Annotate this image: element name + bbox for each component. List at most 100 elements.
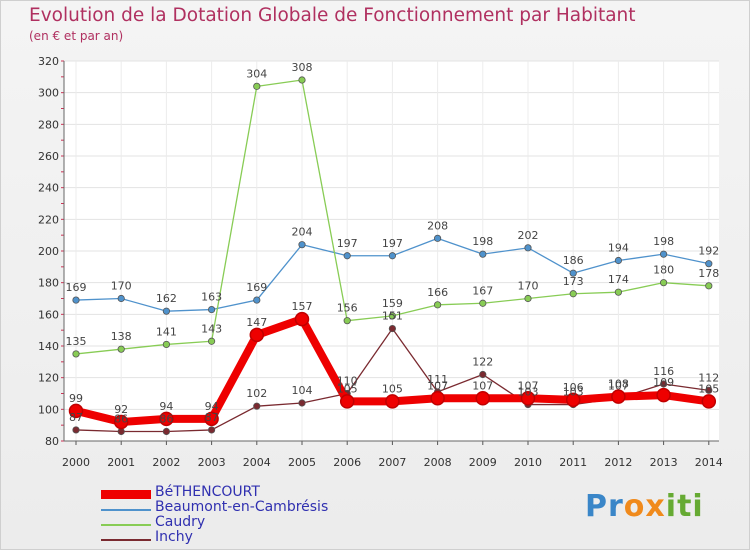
x-tick-label: 2008 — [424, 456, 452, 469]
data-label: 107 — [518, 379, 539, 392]
data-point — [208, 337, 216, 345]
data-label: 198 — [472, 235, 493, 248]
data-point — [162, 427, 170, 436]
data-point — [520, 391, 536, 406]
data-point — [298, 76, 306, 84]
x-tick-label: 2003 — [198, 456, 226, 469]
data-point — [68, 403, 84, 419]
data-point — [614, 256, 623, 265]
data-label: 169 — [66, 281, 87, 294]
data-label: 87 — [69, 411, 83, 424]
data-label: 92 — [114, 403, 128, 416]
data-point — [294, 311, 310, 327]
data-point — [611, 389, 626, 404]
legend-label: Beaumont-en-Cambrésis — [155, 499, 329, 515]
data-label: 174 — [608, 273, 629, 286]
y-tick-label: 300 — [38, 87, 59, 100]
data-label: 109 — [653, 376, 674, 389]
data-label: 107 — [427, 379, 448, 392]
data-point — [659, 380, 668, 388]
data-label: 94 — [205, 400, 219, 413]
data-label: 163 — [201, 291, 222, 304]
data-label: 87 — [205, 411, 219, 424]
data-label: 106 — [563, 381, 584, 394]
x-tick-label: 2007 — [378, 456, 406, 469]
data-point — [117, 294, 125, 303]
y-tick-label: 120 — [38, 372, 59, 385]
data-point — [385, 394, 400, 409]
chart-subtitle: (en € et par an) — [29, 29, 124, 43]
data-point — [388, 312, 396, 320]
legend-swatch — [101, 490, 151, 499]
data-label: 122 — [472, 356, 493, 369]
x-tick-label: 2013 — [650, 456, 678, 469]
data-point — [430, 391, 445, 406]
data-label: 156 — [337, 302, 358, 315]
data-label: 135 — [66, 335, 87, 348]
legend-swatch — [101, 539, 151, 541]
y-tick-label: 140 — [38, 340, 59, 353]
data-label: 111 — [427, 373, 448, 386]
data-point — [614, 288, 623, 296]
data-label: 107 — [472, 379, 493, 392]
data-point — [656, 387, 671, 403]
data-point — [388, 324, 396, 333]
x-tick-label: 2010 — [514, 456, 542, 469]
data-label: 147 — [246, 316, 267, 329]
data-label: 178 — [698, 267, 719, 280]
logo-letter: P — [585, 489, 608, 524]
data-label: 167 — [472, 284, 493, 297]
data-label: 159 — [382, 297, 403, 310]
logo-letter: r — [608, 489, 624, 524]
data-point — [705, 282, 713, 290]
data-label: 166 — [427, 286, 448, 299]
data-point — [433, 301, 442, 309]
y-tick-label: 240 — [38, 182, 59, 195]
data-label: 110 — [337, 375, 358, 388]
data-point — [479, 250, 487, 258]
data-point — [475, 391, 491, 406]
data-point — [253, 402, 261, 410]
data-label: 99 — [69, 392, 83, 405]
data-point — [659, 250, 668, 258]
data-label: 116 — [653, 365, 674, 378]
y-tick-label: 160 — [38, 308, 59, 321]
legend-label: Inchy — [155, 529, 193, 545]
data-label: 194 — [608, 242, 629, 255]
y-tick-label: 80 — [45, 435, 59, 448]
data-point — [343, 252, 351, 260]
data-point — [298, 241, 306, 249]
data-point — [569, 269, 577, 277]
data-label: 103 — [563, 386, 584, 399]
data-point — [343, 317, 351, 325]
data-point — [565, 392, 581, 408]
data-label: 173 — [563, 275, 584, 288]
data-label: 138 — [111, 330, 132, 343]
data-label: 107 — [608, 379, 629, 392]
data-label: 112 — [698, 371, 719, 384]
data-point — [705, 260, 713, 268]
data-label: 170 — [518, 280, 539, 293]
x-tick-label: 2001 — [107, 456, 135, 469]
data-label: 304 — [246, 67, 267, 80]
data-label: 105 — [337, 382, 358, 395]
data-label: 162 — [156, 292, 177, 305]
data-label: 197 — [337, 237, 358, 250]
logo-letter: o — [623, 489, 646, 524]
data-point — [298, 399, 306, 407]
data-point — [253, 296, 261, 304]
proxiti-logo: Proxiti — [585, 489, 704, 524]
x-tick-label: 2006 — [333, 456, 361, 469]
data-label: 108 — [608, 378, 629, 391]
y-tick-label: 260 — [38, 150, 59, 163]
data-label: 157 — [292, 300, 313, 313]
x-tick-label: 2002 — [152, 456, 180, 469]
data-label: 102 — [246, 387, 267, 400]
data-point — [253, 82, 261, 90]
data-point — [208, 426, 216, 434]
data-point — [339, 394, 355, 409]
data-label: 197 — [382, 237, 403, 250]
data-point — [204, 411, 219, 427]
